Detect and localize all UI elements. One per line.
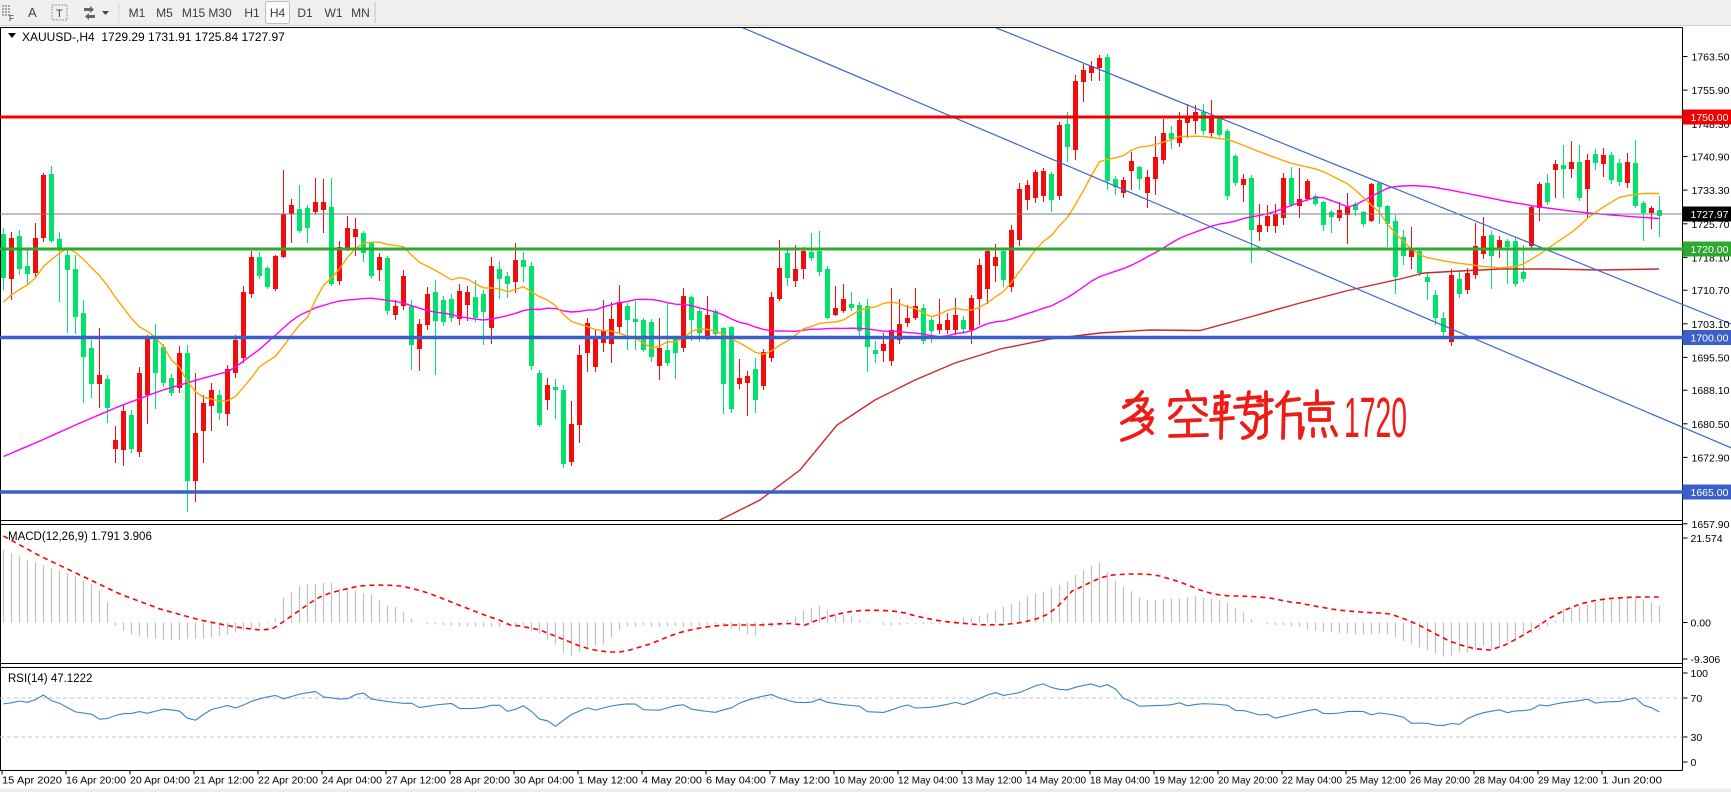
svg-text:22 Apr 20:00: 22 Apr 20:00 bbox=[258, 776, 318, 787]
svg-text:F: F bbox=[9, 14, 14, 23]
svg-text:1 May 12:00: 1 May 12:00 bbox=[578, 776, 638, 787]
svg-text:1665.00: 1665.00 bbox=[1691, 487, 1729, 499]
svg-text:18 May 04:00: 18 May 04:00 bbox=[1090, 776, 1150, 787]
svg-text:16 Apr 20:00: 16 Apr 20:00 bbox=[66, 776, 126, 787]
svg-text:1672.90: 1672.90 bbox=[1692, 452, 1730, 464]
svg-text:25 May 12:00: 25 May 12:00 bbox=[1346, 776, 1406, 787]
svg-text:15 Apr 2020: 15 Apr 2020 bbox=[2, 776, 62, 787]
svg-text:M30: M30 bbox=[208, 6, 232, 20]
svg-text:28 Apr 20:00: 28 Apr 20:00 bbox=[450, 776, 510, 787]
svg-text:1703.10: 1703.10 bbox=[1692, 319, 1730, 331]
svg-text:1755.90: 1755.90 bbox=[1692, 85, 1730, 97]
svg-text:H1: H1 bbox=[244, 6, 260, 20]
svg-text:13 May 12:00: 13 May 12:00 bbox=[962, 776, 1022, 787]
svg-text:-9.306: -9.306 bbox=[1691, 654, 1721, 666]
svg-text:XAUUSD-,H4 1729.29 1731.91 17: XAUUSD-,H4 1729.29 1731.91 1725.84 1727.… bbox=[22, 30, 285, 44]
svg-text:22 May 04:00: 22 May 04:00 bbox=[1282, 776, 1342, 787]
svg-text:28 May 04:00: 28 May 04:00 bbox=[1474, 776, 1534, 787]
svg-text:70: 70 bbox=[1691, 693, 1703, 705]
svg-text:7 May 12:00: 7 May 12:00 bbox=[770, 776, 830, 787]
svg-text:1727.97: 1727.97 bbox=[1691, 209, 1729, 221]
svg-text:1700.00: 1700.00 bbox=[1691, 333, 1729, 345]
svg-text:21.574: 21.574 bbox=[1691, 533, 1723, 545]
svg-text:MN: MN bbox=[351, 6, 370, 20]
svg-text:1740.90: 1740.90 bbox=[1692, 152, 1730, 164]
svg-text:1680.50: 1680.50 bbox=[1692, 419, 1730, 431]
svg-text:T: T bbox=[56, 8, 63, 20]
svg-text:26 May 20:00: 26 May 20:00 bbox=[1410, 776, 1470, 787]
svg-text:21 Apr 12:00: 21 Apr 12:00 bbox=[194, 776, 254, 787]
svg-text:1720.00: 1720.00 bbox=[1691, 244, 1729, 256]
svg-text:MACD(12,26,9) 1.791 3.906: MACD(12,26,9) 1.791 3.906 bbox=[8, 531, 152, 543]
svg-text:30: 30 bbox=[1691, 732, 1703, 744]
svg-text:20 Apr 04:00: 20 Apr 04:00 bbox=[130, 776, 190, 787]
svg-text:D1: D1 bbox=[297, 6, 313, 20]
svg-text:12 May 04:00: 12 May 04:00 bbox=[898, 776, 958, 787]
svg-text:1657.90: 1657.90 bbox=[1692, 519, 1730, 531]
svg-text:19 May 12:00: 19 May 12:00 bbox=[1154, 776, 1214, 787]
svg-text:1720: 1720 bbox=[1344, 386, 1407, 450]
svg-text:1688.10: 1688.10 bbox=[1692, 385, 1730, 397]
svg-text:10 May 20:00: 10 May 20:00 bbox=[834, 776, 894, 787]
svg-text:1710.70: 1710.70 bbox=[1692, 285, 1730, 297]
svg-text:M5: M5 bbox=[156, 6, 173, 20]
svg-text:M15: M15 bbox=[182, 6, 206, 20]
svg-text:29 May 12:00: 29 May 12:00 bbox=[1538, 776, 1598, 787]
svg-text:1725.70: 1725.70 bbox=[1692, 219, 1730, 231]
svg-text:1695.50: 1695.50 bbox=[1692, 352, 1730, 364]
svg-text:W1: W1 bbox=[325, 6, 343, 20]
svg-text:1763.50: 1763.50 bbox=[1692, 52, 1730, 64]
svg-text:A: A bbox=[28, 5, 37, 20]
svg-text:100: 100 bbox=[1691, 668, 1709, 680]
svg-text:0.00: 0.00 bbox=[1691, 618, 1712, 630]
svg-text:H4: H4 bbox=[270, 6, 286, 20]
svg-text:M1: M1 bbox=[129, 6, 146, 20]
svg-text:0: 0 bbox=[1691, 757, 1697, 769]
svg-text:30 Apr 04:00: 30 Apr 04:00 bbox=[514, 776, 574, 787]
svg-text:1733.30: 1733.30 bbox=[1692, 185, 1730, 197]
svg-text:RSI(14) 47.1222: RSI(14) 47.1222 bbox=[8, 673, 92, 685]
svg-text:1 Jun 20:00: 1 Jun 20:00 bbox=[1602, 776, 1663, 787]
svg-text:24 Apr 04:00: 24 Apr 04:00 bbox=[322, 776, 382, 787]
svg-text:1750.00: 1750.00 bbox=[1691, 112, 1729, 124]
svg-text:14 May 20:00: 14 May 20:00 bbox=[1026, 776, 1086, 787]
svg-text:20 May 20:00: 20 May 20:00 bbox=[1218, 776, 1278, 787]
svg-text:27 Apr 12:00: 27 Apr 12:00 bbox=[386, 776, 446, 787]
svg-text:4 May 20:00: 4 May 20:00 bbox=[642, 776, 702, 787]
svg-text:6 May 04:00: 6 May 04:00 bbox=[706, 776, 766, 787]
